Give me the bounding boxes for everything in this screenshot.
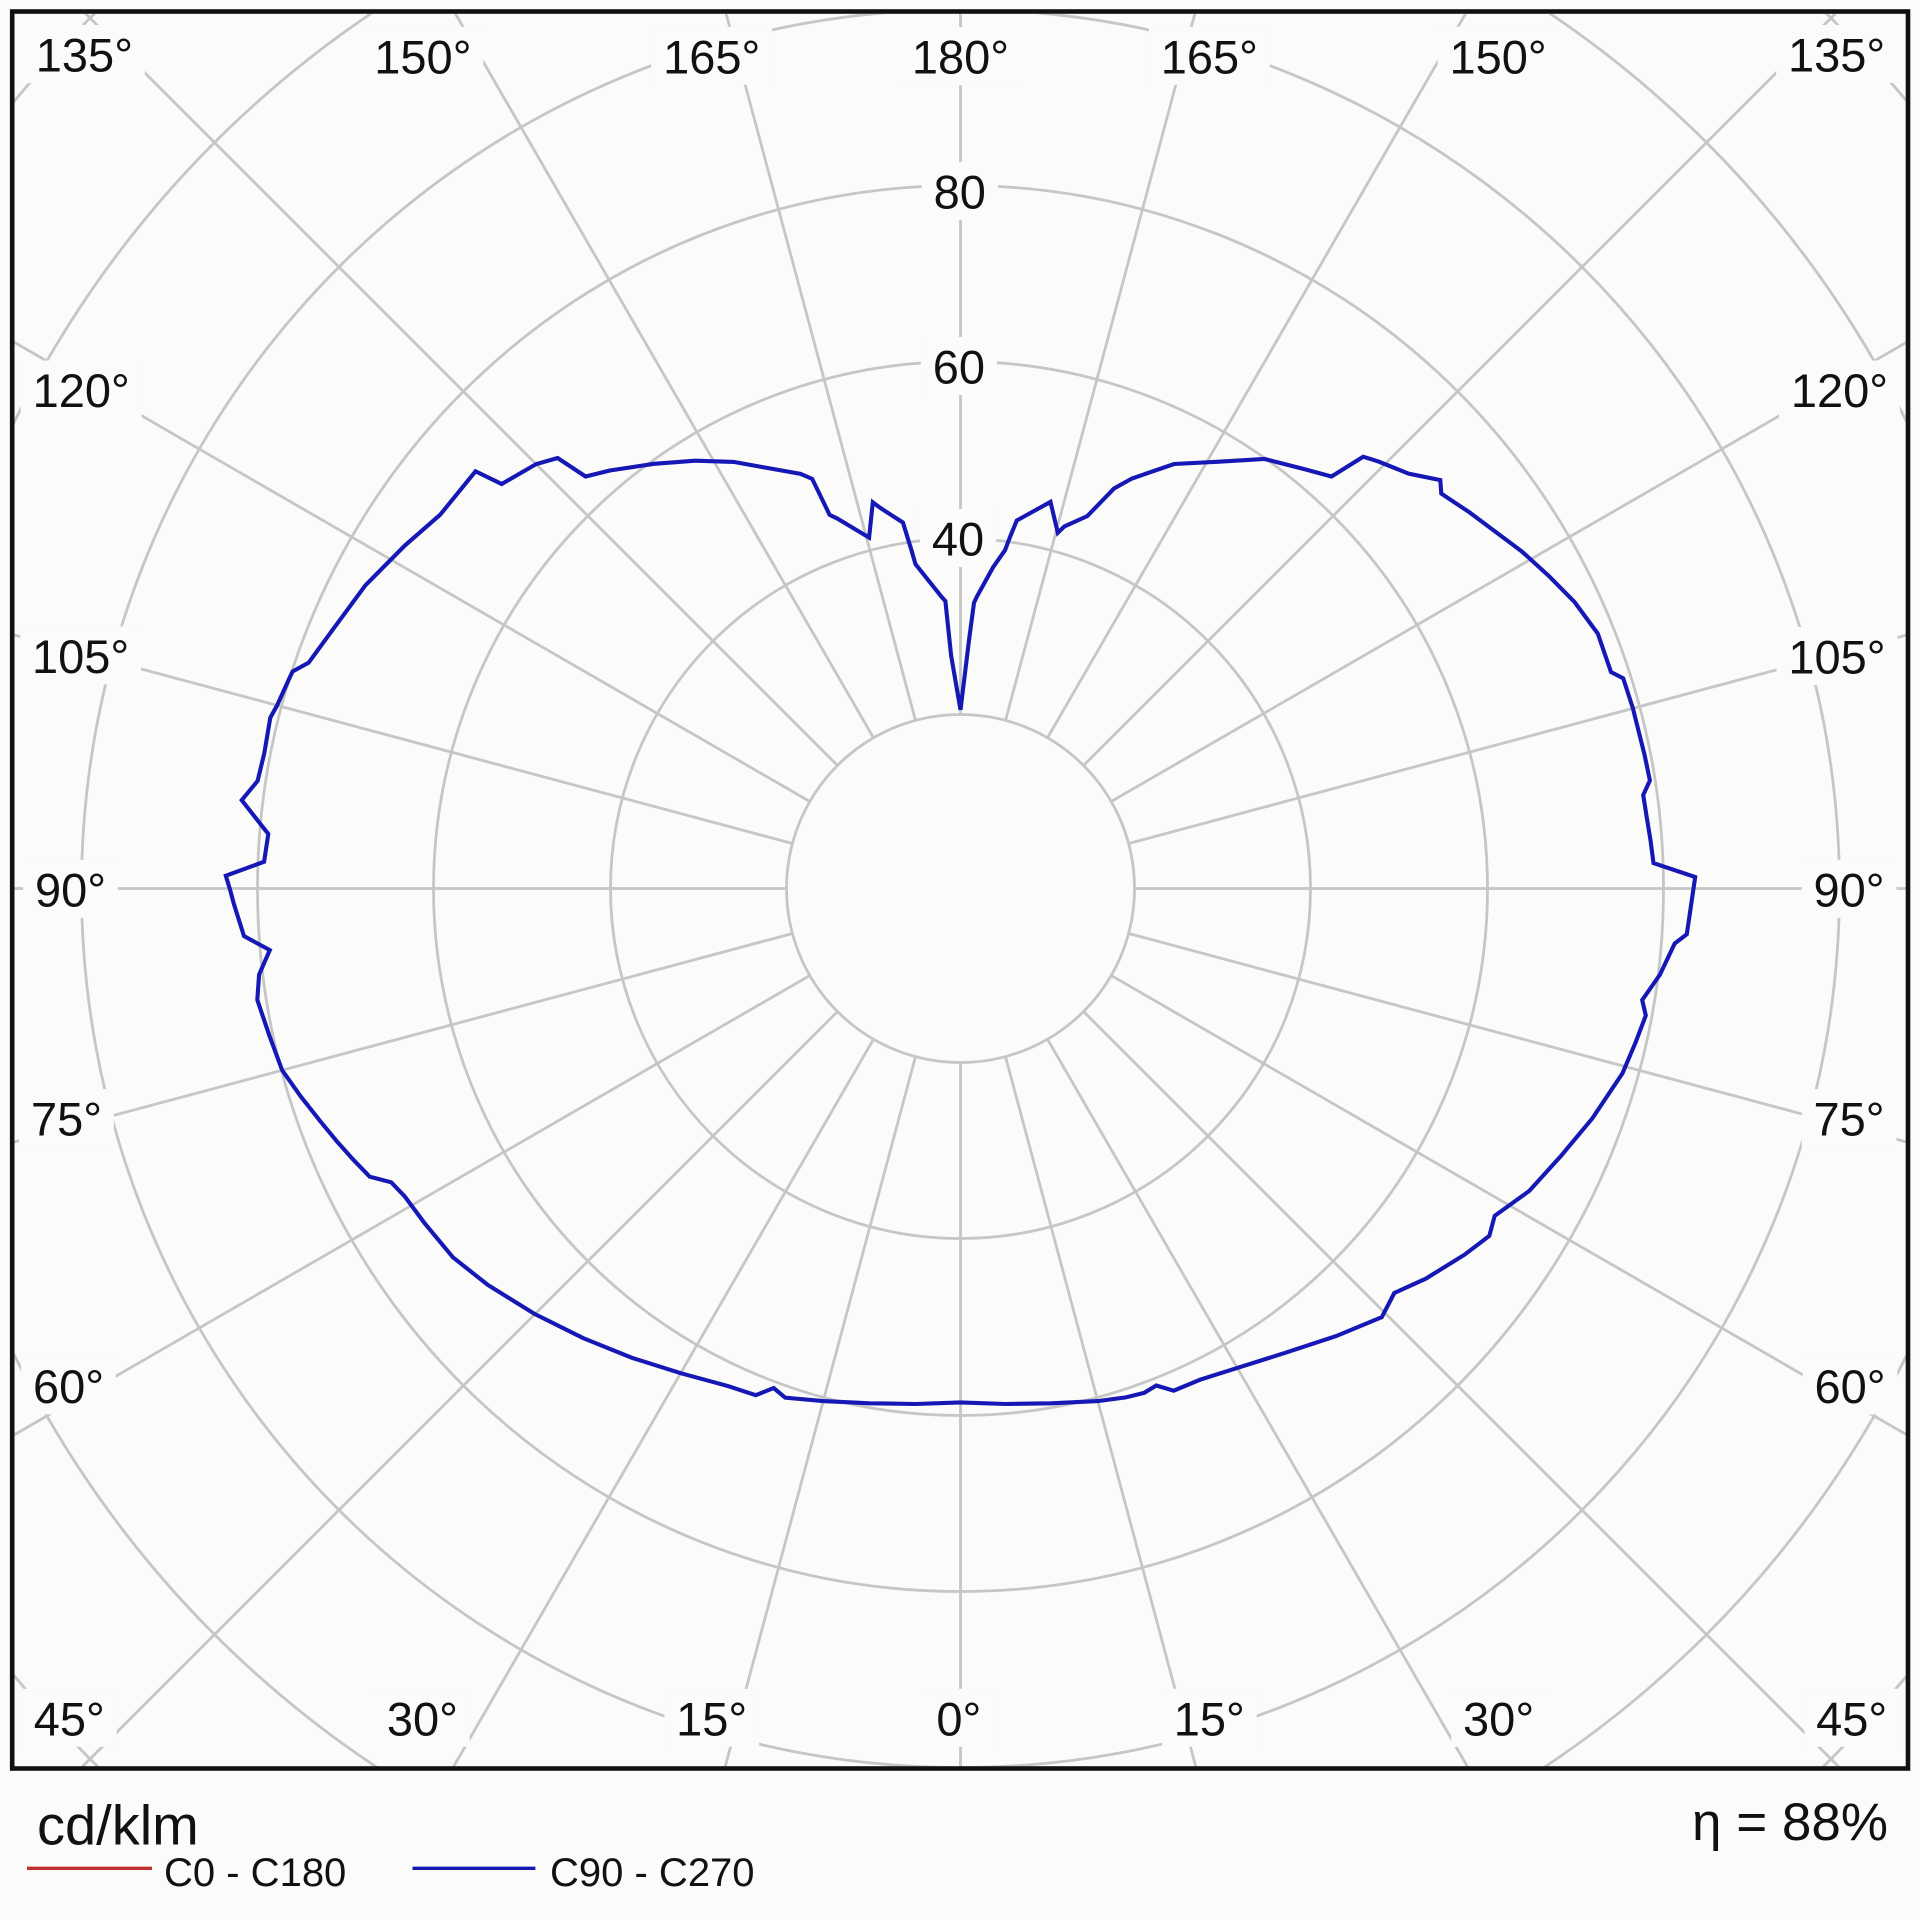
svg-text:60: 60 <box>933 341 985 394</box>
svg-text:60°: 60° <box>33 1360 104 1413</box>
svg-text:15°: 15° <box>676 1692 747 1745</box>
svg-text:135°: 135° <box>1788 29 1885 82</box>
svg-text:45°: 45° <box>34 1692 105 1745</box>
svg-text:90°: 90° <box>1813 863 1884 916</box>
svg-text:105°: 105° <box>32 630 129 683</box>
svg-text:C90 - C270: C90 - C270 <box>550 1851 755 1895</box>
svg-text:30°: 30° <box>1463 1692 1534 1745</box>
svg-text:165°: 165° <box>663 30 760 83</box>
svg-text:75°: 75° <box>31 1093 102 1146</box>
svg-text:120°: 120° <box>1791 364 1888 417</box>
svg-text:45°: 45° <box>1816 1692 1887 1745</box>
svg-text:135°: 135° <box>36 29 133 82</box>
svg-text:40: 40 <box>932 513 984 566</box>
svg-text:80: 80 <box>934 166 986 219</box>
svg-text:165°: 165° <box>1161 30 1258 83</box>
svg-text:0°: 0° <box>936 1692 981 1745</box>
svg-text:η = 88%: η = 88% <box>1692 1793 1888 1852</box>
svg-text:15°: 15° <box>1174 1692 1245 1745</box>
svg-text:90°: 90° <box>35 863 106 916</box>
svg-text:105°: 105° <box>1788 631 1885 684</box>
svg-text:30°: 30° <box>387 1692 458 1745</box>
svg-text:60°: 60° <box>1814 1360 1885 1413</box>
svg-text:75°: 75° <box>1813 1093 1884 1146</box>
svg-text:cd/klm: cd/klm <box>37 1794 199 1857</box>
svg-text:120°: 120° <box>33 364 130 417</box>
svg-text:180°: 180° <box>912 31 1009 84</box>
svg-text:150°: 150° <box>1449 30 1546 83</box>
svg-text:150°: 150° <box>374 30 471 83</box>
svg-text:C0 - C180: C0 - C180 <box>164 1851 346 1895</box>
